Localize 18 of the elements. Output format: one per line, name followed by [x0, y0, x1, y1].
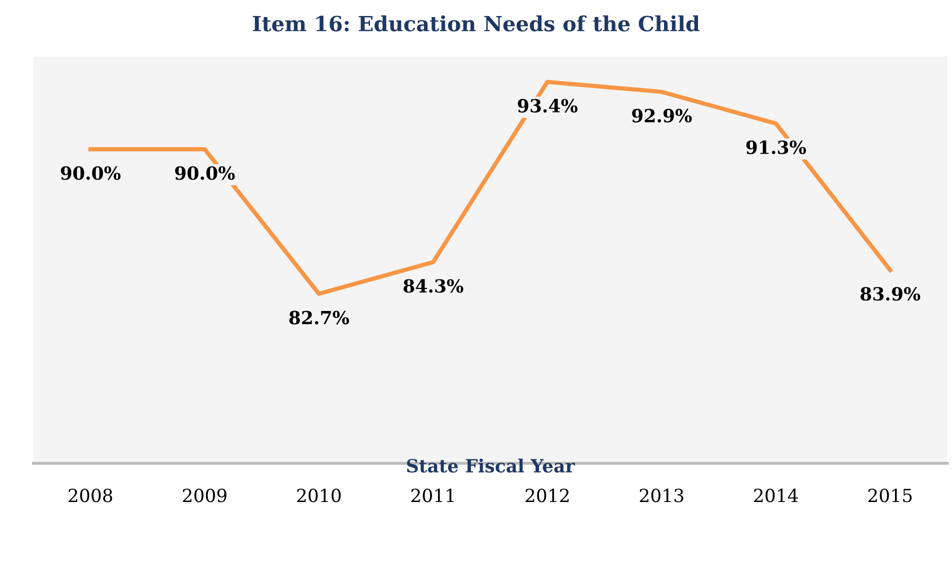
x-tick-label: 2015	[868, 488, 912, 502]
x-tick-label: 2011	[411, 488, 454, 502]
x-tick-label: 2009	[182, 488, 226, 502]
data-label: 90.0%	[60, 166, 121, 180]
x-tick-label: 2014	[754, 488, 798, 502]
data-label: 91.3%	[746, 140, 806, 154]
chart-title: Item 16: Education Needs of the Child	[252, 15, 700, 32]
data-label: 90.0%	[175, 166, 235, 180]
data-label: 84.3%	[404, 279, 464, 293]
data-label: 82.7%	[289, 310, 350, 324]
data-label: 83.9%	[860, 287, 920, 301]
x-axis-title: State Fiscal Year	[407, 458, 575, 473]
x-tick-label: 2008	[68, 488, 112, 502]
x-tick-label: 2012	[526, 488, 569, 502]
data-label: 92.9%	[632, 108, 692, 122]
x-tick-label: 2013	[640, 488, 684, 502]
x-tick-label: 2010	[297, 488, 341, 502]
data-label: 93.4%	[518, 98, 578, 113]
